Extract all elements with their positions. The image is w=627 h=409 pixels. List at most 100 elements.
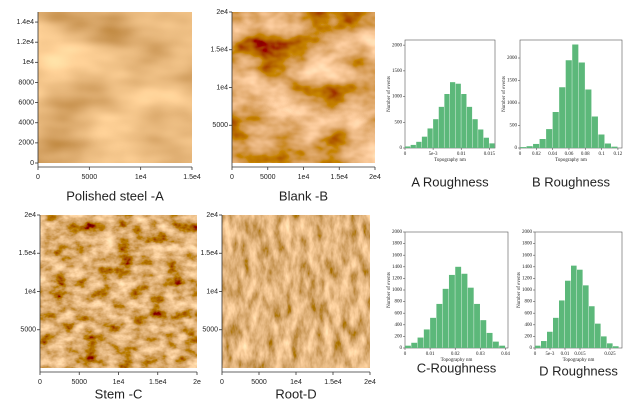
bar [577,269,583,348]
x-tick-label: 5e-3 [429,152,438,157]
x-tick-label: 0 [534,352,537,357]
y-tick-label: 0 [400,146,403,151]
bar [442,288,449,348]
x-tick-label: 2e [193,379,201,386]
x-tick-label: 0.03 [476,352,485,357]
x-tick-label: 0.08 [581,152,590,157]
bar [578,62,585,148]
afm-image [40,215,197,368]
x-tick-label: 0.025 [604,352,616,357]
bar [565,60,572,148]
bar [438,106,444,148]
x-tick-label: 0.02 [532,152,541,157]
bar [541,341,547,348]
y-tick-label: 2e4 [216,9,228,16]
bar [411,342,418,348]
bar [405,146,411,148]
x-tick-label: 5000 [260,174,276,181]
y-axis-label: Number of events [387,272,392,308]
x-tick-label: 5000 [82,174,98,181]
bar [461,94,467,148]
y-tick-label: 1400 [392,265,403,270]
x-tick-label: 1.5e4 [183,174,201,181]
y-tick-label: 1e4 [22,59,34,66]
bar [611,146,618,148]
bar [478,129,484,148]
y-tick-label: 1e4 [206,288,218,295]
bar [591,116,598,148]
bar [492,341,499,348]
y-tick-label: 1.5e4 [200,250,218,257]
bar [455,266,462,348]
bar [585,89,592,148]
y-axis-label: Number of events [517,272,522,308]
bar [607,343,613,348]
x-tick-label: 5e-3 [546,352,555,357]
y-tick-label: 6000 [18,99,34,106]
bar [467,287,474,348]
y-tick-label: 0 [530,346,533,351]
bar [571,265,577,348]
x-tick-label: 0.01 [426,352,435,357]
y-tick-label: 1.5e4 [18,250,36,257]
x-tick-label: 1.5e4 [149,379,167,386]
chart-title: B Roughness [532,174,611,189]
y-tick-label: 4000 [18,120,34,127]
panel-caption: Root-D [275,386,316,401]
bar [489,143,495,148]
bar [444,94,450,148]
x-tick-label: 0.1 [598,152,605,157]
bar [595,323,601,348]
x-tick-label: 0.06 [565,152,574,157]
y-axis-label: Number of events [387,76,392,112]
x-axis-label: Topography nm [555,158,587,163]
y-tick-label: 1800 [522,242,533,247]
x-tick-label: 1.5e4 [324,379,342,386]
bar [553,317,559,348]
bar [546,129,553,148]
x-tick-label: 0.015 [484,152,496,157]
y-tick-label: 5000 [202,327,218,334]
bar [423,329,430,348]
bar [601,336,607,348]
panel-caption: Polished steel -A [66,188,164,203]
bar [613,346,619,348]
y-tick-label: 1600 [522,253,533,258]
y-tick-label: 1600 [392,253,403,258]
bar [552,112,559,148]
bar [520,147,527,148]
y-tick-label: 1000 [522,288,533,293]
y-tick-label: 800 [395,300,403,305]
bar [466,106,473,148]
y-tick-label: 2000 [392,43,403,48]
x-tick-label: 0 [404,352,407,357]
bar [559,300,565,348]
y-tick-label: 2000 [18,140,34,147]
y-tick-label: 1500 [507,79,518,84]
bar [547,331,553,348]
y-tick-label: 5000 [212,122,228,129]
y-tick-label: 500 [395,120,403,125]
bar [535,345,541,348]
x-tick-label: 0 [404,152,407,157]
bar [526,146,533,148]
bar [539,139,546,148]
y-axis-label: Number of events [502,76,507,112]
bar [533,143,540,148]
x-tick-label: 0.01 [457,152,466,157]
y-tick-label: 2000 [522,230,533,235]
x-tick-label: 0 [230,174,234,181]
y-tick-label: 2e4 [24,212,36,219]
x-tick-label: 0.01 [561,352,570,357]
y-tick-label: 1000 [507,101,518,106]
bar [461,273,468,348]
chart-title: C-Roughness [417,360,497,375]
y-tick-label: 0 [400,346,403,351]
bar [483,137,489,148]
bar [486,332,493,348]
x-tick-label: 0 [519,152,522,157]
x-tick-label: 5000 [71,379,87,386]
bar [433,119,439,148]
y-tick-label: 1.4e4 [16,19,34,26]
